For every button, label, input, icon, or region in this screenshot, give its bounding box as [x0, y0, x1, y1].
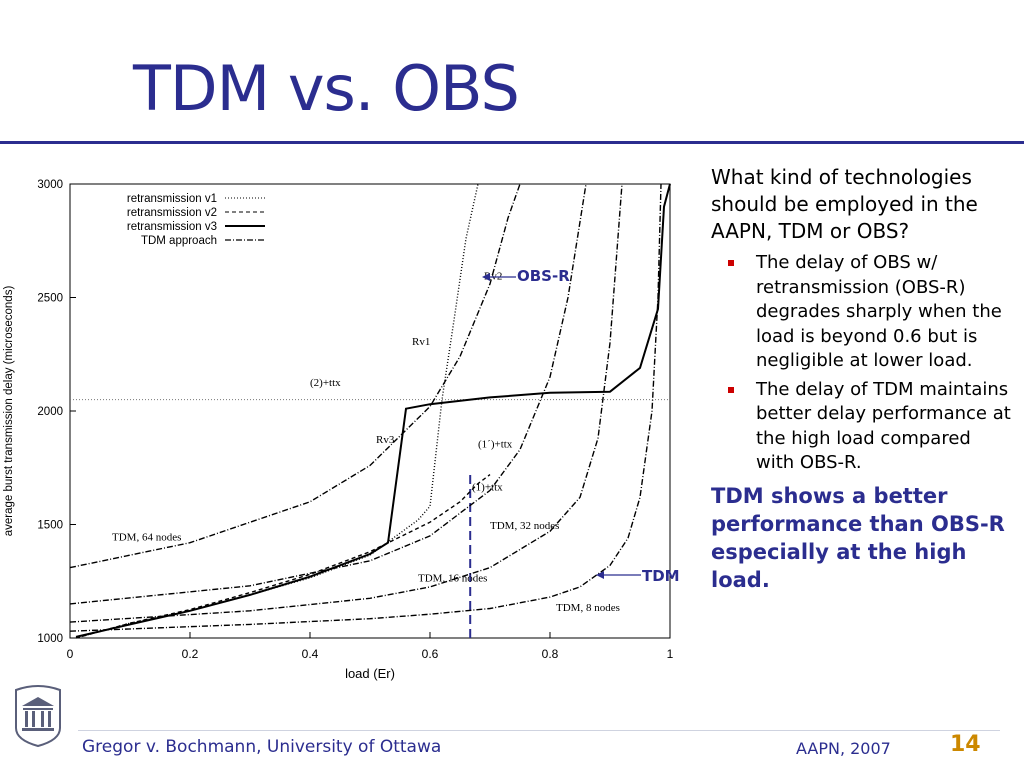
y-tick-label: 2500 — [37, 293, 63, 305]
annotation-tdm-8-nodes: TDM, 8 nodes — [556, 602, 620, 614]
series-line-retransmission-v3 — [75, 183, 671, 638]
bullet-item: The delay of OBS w/ retransmission (OBS-… — [711, 251, 1011, 374]
series-line-retransmission-v2 — [75, 474, 491, 639]
legend-entry-label: retransmission v2 — [127, 207, 217, 219]
tdm-callout-label: TDM — [642, 567, 680, 585]
annotation-1-ttx: (1)+ttx — [472, 481, 503, 493]
question-text: What kind of technologies should be empl… — [711, 165, 978, 243]
bullet-text: The delay of OBS w/ retransmission (OBS-… — [756, 252, 1002, 371]
footer-author: Gregor v. Bochmann, University of Ottawa — [82, 737, 442, 757]
x-tick-label: 0 — [67, 647, 74, 661]
annotation-tdm-16-nodes: TDM, 16 nodes — [418, 572, 487, 584]
y-tick-label: 3000 — [37, 179, 63, 191]
legend-entry-label: TDM approach — [141, 235, 217, 247]
page-number: 14 — [950, 732, 981, 757]
annotation-2-ttx: (2)+ttx — [310, 377, 341, 389]
plot-frame — [69, 183, 671, 639]
annotation-tdm-64-nodes: TDM, 64 nodes — [112, 531, 181, 543]
bullet-square-icon — [728, 260, 734, 266]
footer-divider — [78, 730, 1000, 731]
x-tick-label: 0.8 — [542, 647, 559, 661]
x-tick-label: 0.4 — [302, 647, 319, 661]
series-line-tdm-8-nodes — [69, 183, 662, 632]
footer-conference: AAPN, 2007 — [796, 739, 891, 758]
legend: retransmission v1 retransmission v2 retr… — [127, 193, 265, 247]
university-logo-icon — [15, 685, 61, 748]
series-line-tdm-32-nodes — [69, 183, 587, 605]
x-axis-label: load (Er) — [345, 666, 395, 681]
series-line-tdm-16-nodes — [69, 183, 623, 623]
series-line-tdm-64-nodes — [69, 183, 521, 569]
annotation-rv1: Rv1 — [412, 336, 430, 348]
annotation-tdm-32-nodes: TDM, 32 nodes — [490, 520, 559, 532]
explanation-panel: What kind of technologies should be empl… — [711, 164, 1011, 594]
axis-ticks: 0 0.2 0.4 0.6 0.8 1 1000 1500 2000 2500 3000 — [37, 179, 673, 661]
slide-title: TDM vs. OBS — [133, 52, 520, 125]
tdm-arrow — [596, 571, 641, 579]
y-tick-label: 2000 — [37, 406, 63, 418]
y-tick-label: 1500 — [37, 520, 63, 532]
obsr-arrow — [482, 273, 516, 281]
series-line-retransmission-v1 — [75, 183, 479, 639]
bullet-text: The delay of TDM maintains better delay … — [756, 378, 1011, 474]
x-tick-label: 0.6 — [422, 647, 439, 661]
x-tick-label: 1 — [667, 647, 674, 661]
conclusion-text: TDM shows a better performance than OBS-… — [711, 483, 1005, 592]
legend-entry-label: retransmission v3 — [127, 221, 217, 233]
title-divider — [0, 141, 1024, 144]
x-tick-label: 0.2 — [182, 647, 199, 661]
reference-lines — [70, 399, 670, 638]
annotation-rv3: Rv3 — [376, 434, 395, 446]
legend-entry-label: retransmission v1 — [127, 193, 217, 205]
bullet-item: The delay of TDM maintains better delay … — [711, 378, 1011, 476]
series-lines — [69, 183, 671, 639]
bullet-square-icon — [728, 386, 734, 393]
y-tick-label: 1000 — [37, 633, 63, 645]
obsr-callout-label: OBS-R — [517, 267, 570, 285]
y-axis-label: average burst transmission delay (micros… — [3, 286, 15, 537]
annotation-1-ttx: (1´)+ttx — [478, 438, 513, 450]
